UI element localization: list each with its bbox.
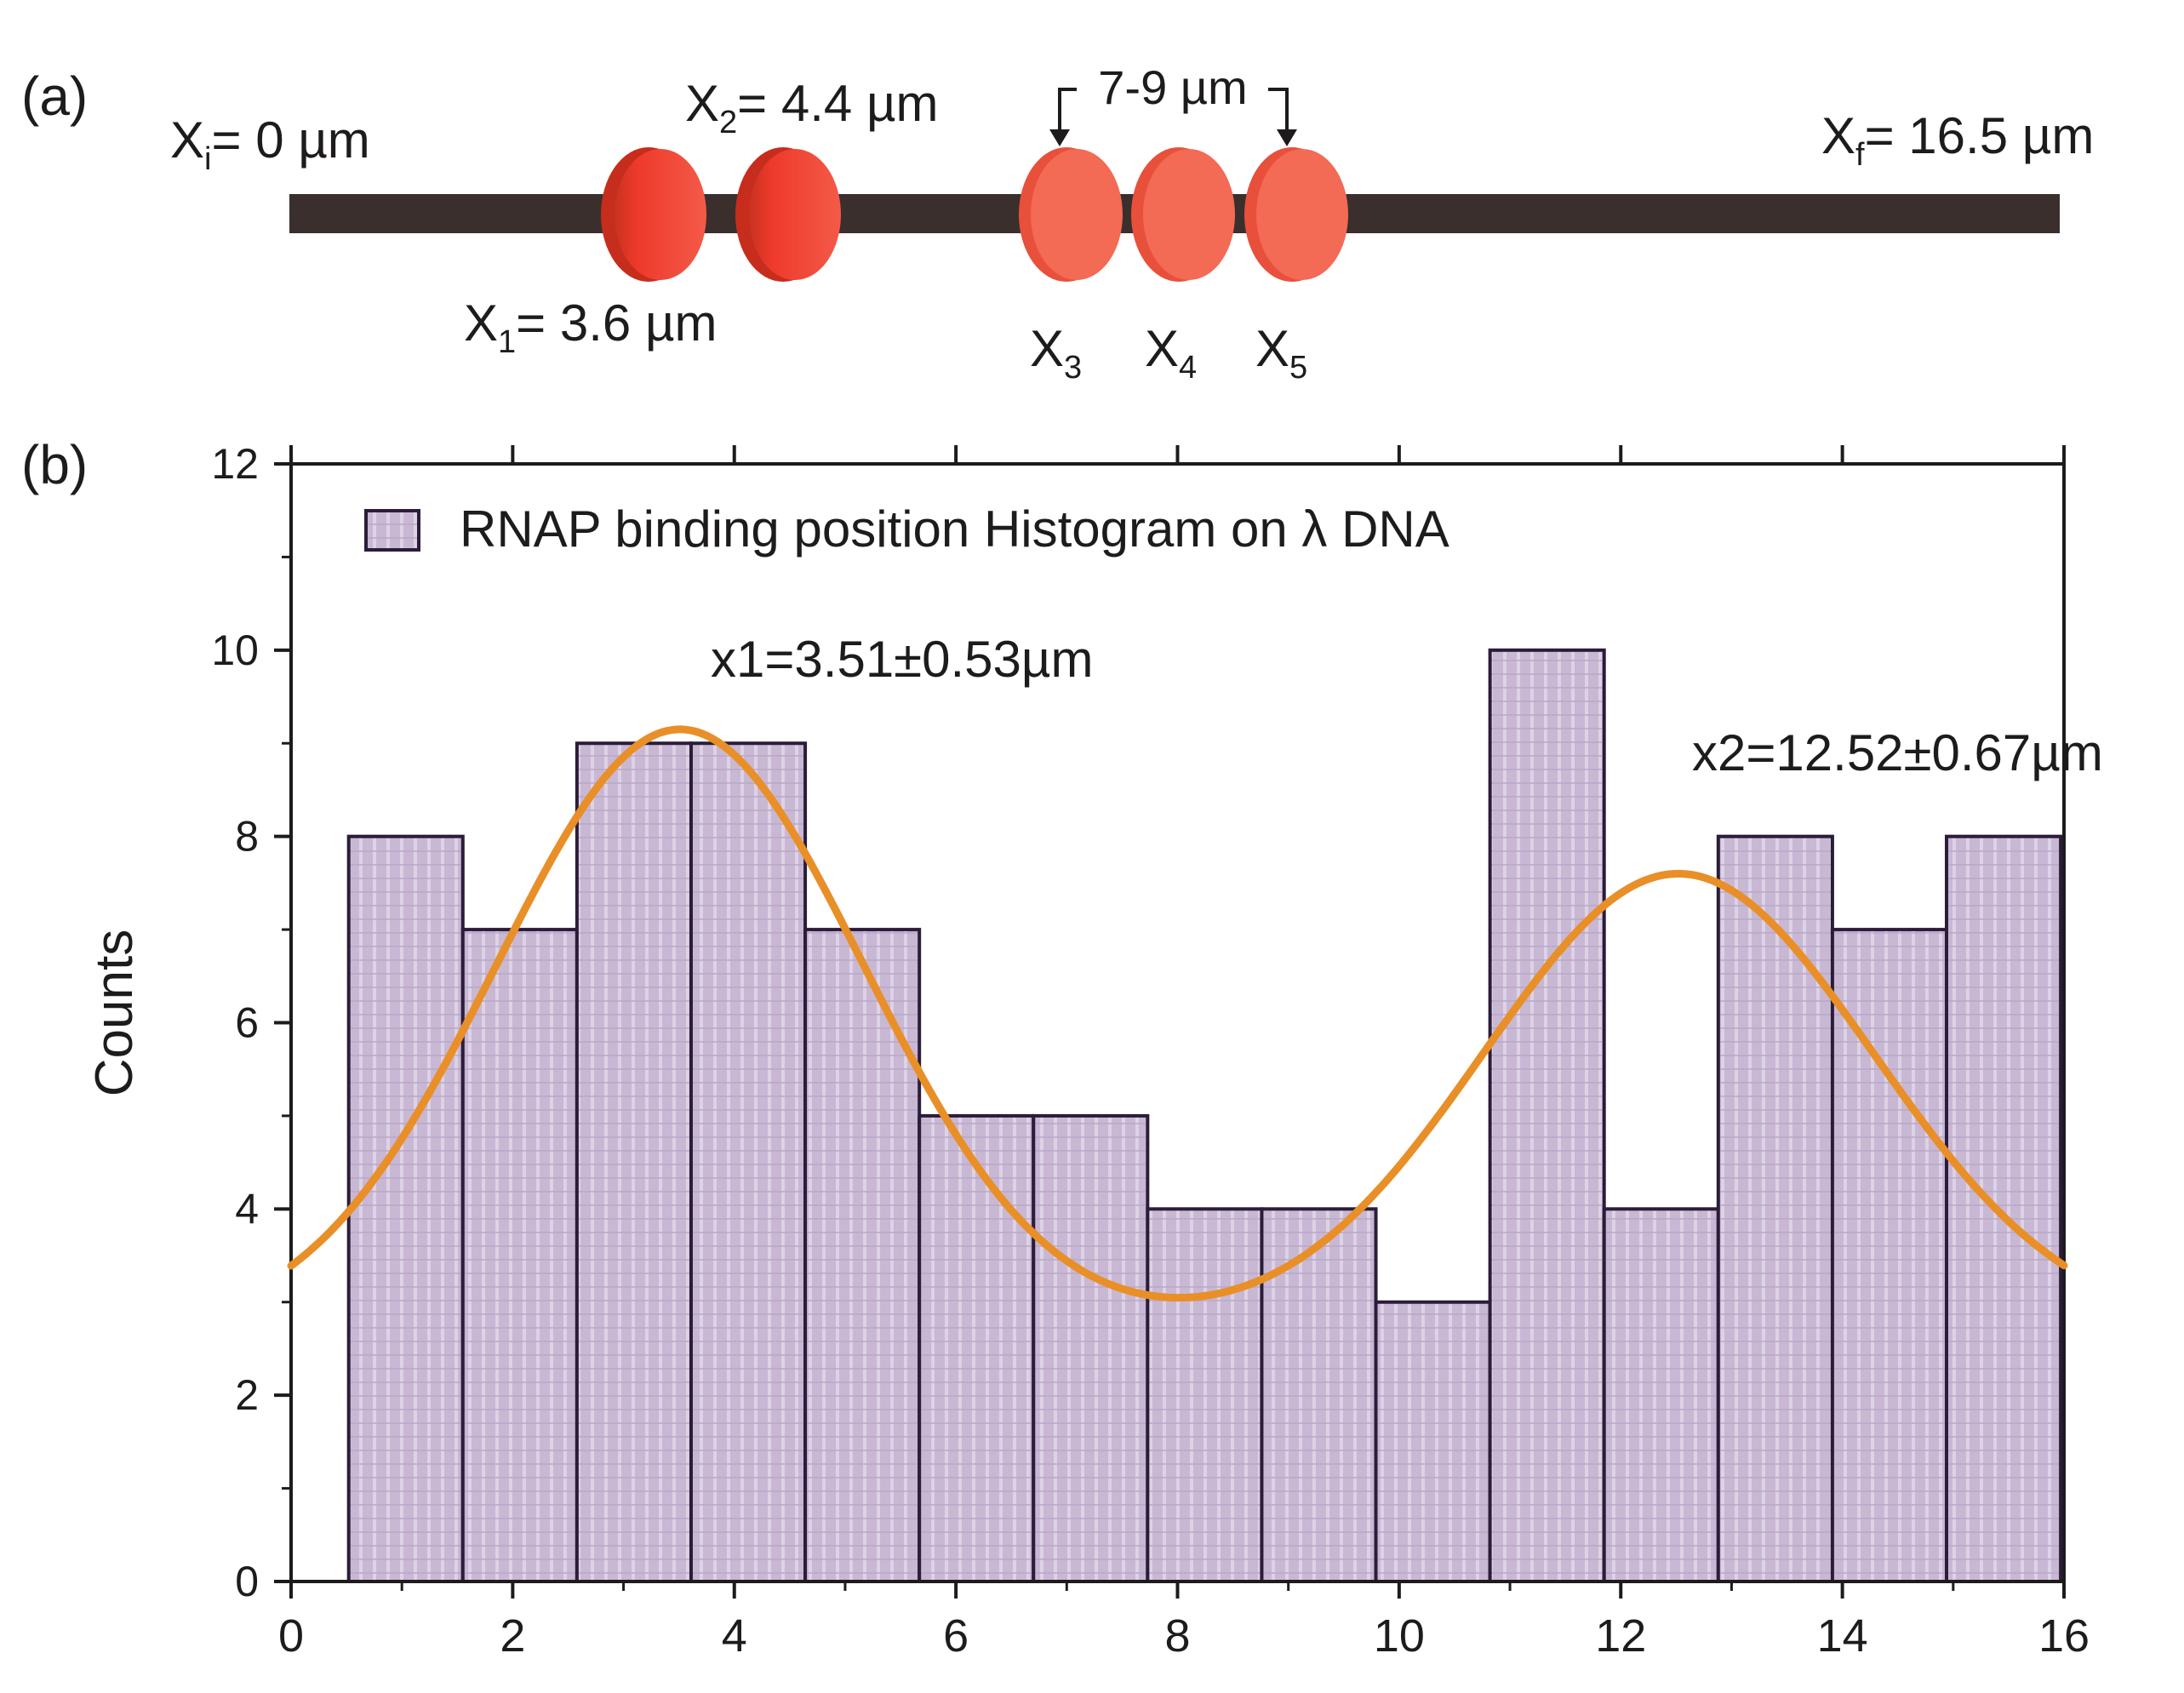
- label-x1-sub: 1: [498, 324, 516, 360]
- x-axis-ticks: 0 2 4 6 8 10 12 14 16: [278, 445, 2090, 1662]
- x-tick-label: 2: [500, 1610, 525, 1662]
- x-tick-label: 4: [722, 1610, 747, 1662]
- label-xf-text: = 16.5 µm: [1865, 107, 2095, 164]
- histogram-bar: [1032, 1113, 1150, 1583]
- y-axis-label: Counts: [85, 929, 144, 1096]
- label-x1-name: X: [464, 295, 498, 352]
- histogram-bar: [460, 928, 579, 1584]
- legend: RNAP binding position Histogram on λ DNA: [364, 500, 1449, 558]
- x-tick-label: 0: [278, 1610, 304, 1662]
- y-tick-label: 2: [235, 1371, 259, 1419]
- histogram-bar: [1374, 1300, 1492, 1583]
- label-xi-name: X: [170, 112, 204, 169]
- panel-a: (a) 7-9 µm: [21, 60, 2094, 386]
- histogram-bar: [689, 741, 808, 1583]
- histogram-bar: [575, 741, 693, 1583]
- panel-a-label: (a): [21, 66, 88, 127]
- panel-b-label: (b): [21, 434, 88, 495]
- label-x2-name: X: [685, 75, 719, 132]
- y-axis-ticks: 0 2 4 6 8 10 12: [211, 440, 291, 1605]
- label-x1-text: = 3.6 µm: [516, 295, 717, 352]
- label-x2: X2= 4.4 µm: [685, 75, 939, 140]
- label-x3-name: X: [1030, 320, 1064, 377]
- label-x4-name: X: [1145, 320, 1179, 377]
- label-xf-name: X: [1821, 107, 1855, 164]
- legend-swatch: [364, 509, 420, 552]
- x-tick-label: 6: [943, 1610, 969, 1662]
- histogram-bar: [1830, 928, 1949, 1584]
- x-tick-label: 14: [1817, 1610, 1868, 1662]
- label-x4: X4: [1145, 320, 1197, 386]
- bead-x4: [1131, 147, 1235, 282]
- label-x4-sub: 4: [1179, 350, 1197, 386]
- x-tick-label: 8: [1164, 1610, 1190, 1662]
- y-tick-label: 0: [235, 1558, 259, 1605]
- bead-x5: [1244, 147, 1348, 282]
- peak2-annotation: x2=12.52±0.67µm: [1692, 724, 2103, 781]
- bead-x1: [601, 147, 706, 282]
- histogram-bar: [803, 928, 922, 1584]
- histogram-bar: [1602, 1207, 1720, 1584]
- label-x5: X5: [1255, 320, 1307, 386]
- label-x5-sub: 5: [1289, 350, 1307, 386]
- bead-x3: [1019, 147, 1123, 282]
- bead-x2: [735, 147, 841, 282]
- y-tick-label: 4: [235, 1185, 259, 1233]
- histogram-bars: [346, 648, 2063, 1584]
- label-xi-sub: i: [204, 141, 211, 177]
- legend-label: RNAP binding position Histogram on λ DNA: [460, 500, 1449, 558]
- histogram-bar: [1260, 1207, 1378, 1584]
- histogram-bar: [346, 834, 465, 1583]
- histogram-bar: [1716, 834, 1834, 1583]
- label-xi-text: = 0 µm: [211, 112, 369, 169]
- y-tick-label: 6: [235, 999, 259, 1047]
- spacing-label: 7-9 µm: [1098, 60, 1247, 114]
- label-xf: Xf= 16.5 µm: [1821, 107, 2094, 173]
- panel-b: (b) 0 2 4 6 8 10 12 14 16 0 2 4 6 8 10 12 Counts RNAP …: [21, 434, 2103, 1662]
- label-x2-text: = 4.4 µm: [737, 75, 938, 132]
- spacing-bracket: [1049, 88, 1297, 146]
- gaussian-fit-curve: [287, 725, 2068, 1302]
- histogram-bar: [1488, 648, 1606, 1583]
- x-tick-label: 12: [1595, 1610, 1646, 1662]
- y-tick-label: 8: [235, 813, 259, 861]
- x-tick-label: 16: [2038, 1610, 2090, 1662]
- histogram-bar: [1945, 834, 2063, 1583]
- label-x3: X3: [1030, 320, 1082, 386]
- y-tick-label: 12: [211, 440, 259, 488]
- histogram-bar: [918, 1113, 1036, 1583]
- label-x2-sub: 2: [719, 105, 737, 140]
- label-x3-sub: 3: [1064, 350, 1082, 386]
- label-x1: X1= 3.6 µm: [464, 295, 718, 360]
- label-x5-name: X: [1255, 320, 1289, 377]
- label-xf-sub: f: [1855, 137, 1865, 173]
- y-tick-label: 10: [211, 626, 259, 674]
- histogram-bar: [1146, 1207, 1264, 1584]
- peak1-annotation: x1=3.51±0.53µm: [711, 631, 1093, 688]
- label-xi: Xi= 0 µm: [170, 112, 370, 177]
- x-tick-label: 10: [1374, 1610, 1425, 1662]
